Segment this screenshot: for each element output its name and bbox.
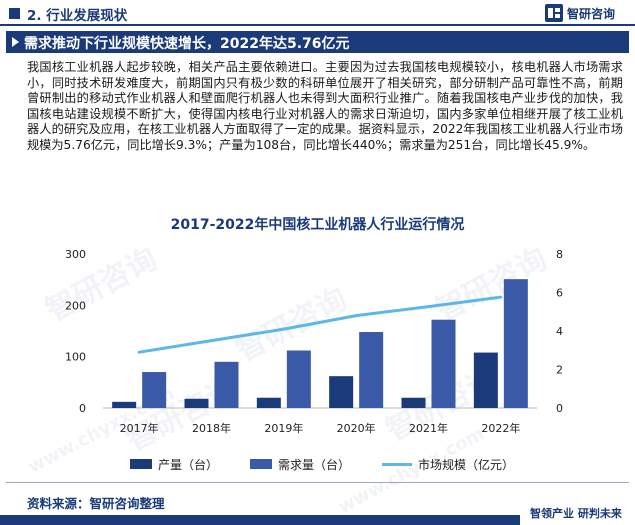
- bar-demand: [431, 319, 456, 408]
- headline-bar: 需求推动下行业规模快速增长，2022年达5.76亿元: [6, 31, 629, 53]
- x-tick-label: 2021年: [409, 421, 448, 435]
- bottom-bar: [0, 515, 635, 525]
- y-right-tick-label: 4: [556, 325, 563, 338]
- y-right-tick-label: 2: [556, 364, 563, 377]
- bar-demand: [503, 279, 528, 408]
- bar-production: [112, 401, 137, 408]
- slogan-box: [520, 504, 635, 525]
- x-tick-label: 2018年: [192, 421, 231, 435]
- legend-label-market-size: 市场规模（亿元）: [418, 458, 515, 472]
- brand-logo-icon: [545, 4, 563, 22]
- bar-production: [256, 397, 281, 408]
- y-left-tick-label: 100: [65, 351, 86, 364]
- section-marker: [9, 8, 20, 19]
- bar-production: [329, 376, 354, 408]
- y-right-tick-label: 6: [556, 287, 563, 300]
- y-left-tick-label: 200: [65, 299, 86, 312]
- triangle-icon: [12, 37, 19, 47]
- brand-name: 智研咨询: [567, 7, 616, 21]
- x-tick-label: 2017年: [120, 421, 159, 435]
- y-right-tick-label: 8: [556, 248, 563, 261]
- source-note: 资料来源：智研咨询整理: [27, 496, 165, 511]
- y-left-tick-label: 0: [79, 402, 86, 415]
- chart-legend: 产量（台） 需求量（台） 市场规模（亿元）: [0, 456, 635, 472]
- legend-label-demand: 需求量（台）: [278, 458, 351, 472]
- bar-demand: [214, 361, 239, 408]
- chart: 0 100 200 300 0 2 4 6 8 2017年 2018年 2019年 2020年 2021年…: [65, 248, 563, 435]
- footer-divider: [6, 482, 629, 483]
- y-left-tick-label: 300: [65, 248, 86, 261]
- body-paragraph: 我国核工业机器人起步较晚，相关产品主要依赖进口。主要因为过去我国核电规模较小，核…: [27, 60, 623, 152]
- slogan: 智领产业 研判未来: [530, 507, 622, 520]
- bar-production: [473, 352, 498, 408]
- legend-label-production: 产量（台）: [158, 458, 219, 472]
- headline: 需求推动下行业规模快速增长，2022年达5.76亿元: [24, 36, 350, 52]
- bar-demand: [142, 372, 167, 408]
- x-tick-label: 2022年: [481, 421, 520, 435]
- bar-demand: [359, 332, 384, 408]
- line-market-size: [137, 295, 503, 354]
- section-title: 2. 行业发展现状: [27, 8, 128, 24]
- x-tick-label: 2020年: [337, 421, 376, 435]
- legend-swatch-market-size: [382, 463, 412, 466]
- x-tick-label: 2019年: [264, 421, 303, 435]
- legend-swatch-demand: [250, 459, 272, 469]
- chart-title: 2017-2022年中国核工业机器人行业运行情况: [170, 217, 465, 233]
- legend-swatch-production: [130, 459, 152, 469]
- bar-production: [184, 398, 209, 408]
- y-right-tick-label: 0: [556, 402, 563, 415]
- bar-demand: [286, 350, 311, 408]
- top-bar: 2. 行业发展现状 智研咨询: [0, 0, 635, 26]
- bar-production: [401, 397, 426, 408]
